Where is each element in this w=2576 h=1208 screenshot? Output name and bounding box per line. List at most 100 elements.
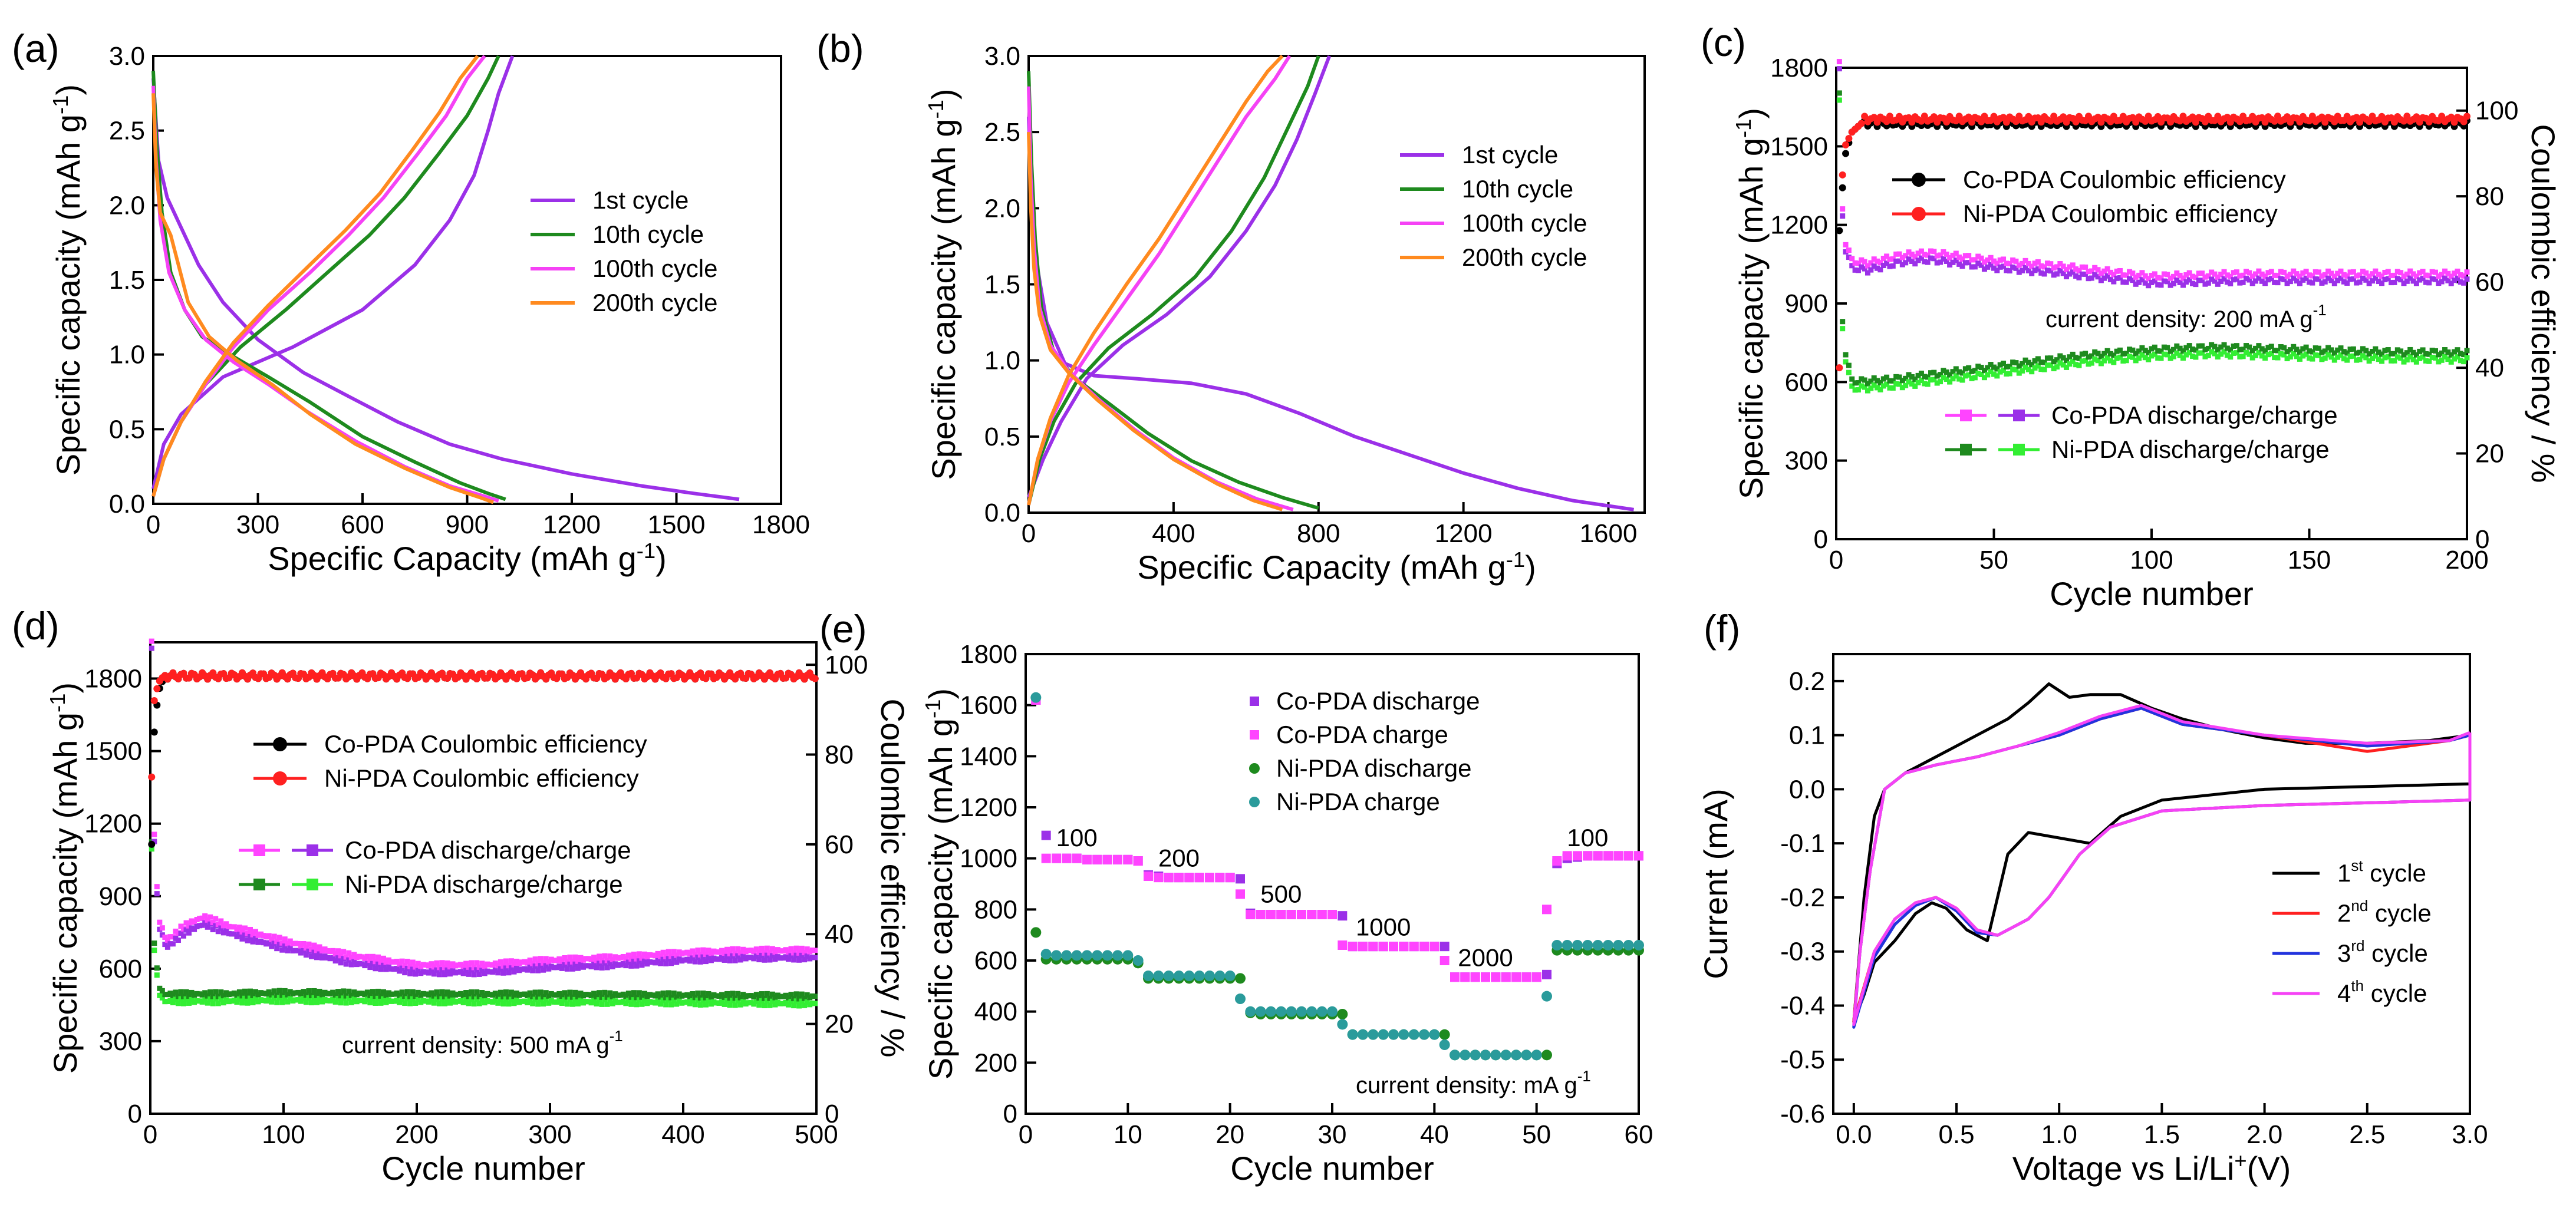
x-tick-label: 600	[341, 510, 384, 539]
capacity-marker-discharge	[261, 998, 266, 1004]
capacity-marker-charge	[2244, 343, 2249, 349]
rate-marker	[1378, 942, 1388, 952]
capacity-marker-discharge	[2423, 358, 2429, 364]
capacity-marker-discharge	[2240, 354, 2246, 359]
capacity-marker-charge	[466, 994, 472, 999]
capacity-marker-discharge	[2316, 276, 2322, 282]
capacity-marker-charge	[2146, 276, 2152, 282]
capacity-marker-discharge	[223, 928, 229, 934]
capacity-marker-discharge	[261, 940, 266, 946]
y-axis-label: Current (mA)	[1697, 788, 1734, 979]
capacity-marker-charge	[351, 989, 357, 995]
ce-marker	[2142, 117, 2149, 125]
capacity-marker-discharge	[2331, 357, 2337, 363]
capacity-marker-discharge	[1877, 387, 1883, 392]
capacity-marker-discharge	[386, 964, 392, 970]
capacity-marker-charge	[413, 993, 419, 999]
capacity-marker-discharge	[2307, 279, 2312, 285]
capacity-marker-discharge	[220, 1000, 226, 1006]
capacity-marker-charge	[703, 995, 709, 1001]
capacity-marker-discharge	[306, 995, 312, 1001]
capacity-marker-charge	[1887, 256, 1893, 262]
capacity-marker-charge	[2104, 348, 2110, 354]
rate-marker	[1439, 1029, 1450, 1040]
capacity-marker-discharge	[397, 999, 403, 1005]
capacity-marker-discharge	[482, 1000, 487, 1006]
capacity-marker-charge	[681, 950, 687, 956]
legend-label: 2nd cycle	[2337, 897, 2432, 927]
capacity-marker-charge	[2022, 357, 2028, 363]
capacity-marker-charge	[199, 915, 205, 921]
capacity-marker-discharge	[2325, 275, 2331, 281]
capacity-marker-discharge	[2215, 354, 2221, 360]
y-tick-label: 0.5	[109, 415, 145, 444]
y-tick-label: 1200	[960, 793, 1017, 822]
capacity-marker-discharge	[732, 958, 738, 963]
x-tick-label: 3.0	[2452, 1120, 2488, 1149]
capacity-marker-discharge	[2190, 354, 2196, 359]
capacity-marker-charge	[1950, 252, 1956, 258]
capacity-marker-discharge	[2394, 276, 2400, 282]
capacity-marker-discharge	[2139, 277, 2145, 283]
capacity-marker-charge	[559, 994, 565, 999]
capacity-marker-charge	[282, 936, 288, 942]
capacity-marker-discharge	[381, 962, 386, 968]
capacity-marker-charge	[269, 936, 275, 942]
capacity-marker-charge	[447, 993, 453, 999]
capacity-marker-discharge	[546, 966, 552, 972]
capacity-marker-charge	[2120, 272, 2126, 278]
capacity-marker-charge	[666, 990, 671, 996]
capacity-marker-charge	[1849, 256, 1855, 262]
y-tick-label: 2.0	[109, 191, 145, 220]
capacity-marker-charge	[2303, 268, 2309, 274]
capacity-marker-charge	[474, 989, 480, 995]
capacity-marker-discharge	[2186, 277, 2192, 283]
capacity-marker-charge	[1959, 370, 1965, 376]
capacity-marker-charge	[567, 954, 573, 960]
y-tick-label: 0.0	[109, 490, 145, 519]
capacity-marker-charge	[2366, 273, 2372, 279]
capacity-marker-discharge	[490, 999, 496, 1005]
capacity-marker-charge	[362, 992, 368, 998]
capacity-marker-charge	[2010, 257, 2016, 263]
capacity-marker-discharge	[2313, 352, 2318, 358]
series-line-charge	[1027, 55, 1292, 506]
y-tick-label: 1600	[960, 691, 1017, 720]
capacity-marker-discharge	[1928, 377, 1933, 383]
capacity-marker-discharge	[2436, 359, 2442, 365]
capacity-marker-discharge	[2183, 279, 2189, 285]
capacity-marker-charge	[2350, 346, 2356, 352]
capacity-marker-discharge	[604, 965, 610, 971]
capacity-marker-charge	[2038, 359, 2044, 365]
capacity-marker-discharge	[762, 957, 767, 963]
rate-label: 2000	[1458, 944, 1513, 972]
capacity-marker-charge	[338, 993, 344, 999]
capacity-marker-discharge	[2253, 352, 2259, 358]
ce-marker	[148, 773, 156, 781]
capacity-marker-charge	[2455, 347, 2460, 353]
capacity-marker-discharge	[357, 998, 363, 1004]
capacity-marker-discharge	[2146, 283, 2152, 289]
capacity-marker-discharge	[625, 998, 631, 1004]
capacity-marker-charge	[2458, 272, 2463, 278]
capacity-marker-discharge	[1903, 382, 1909, 388]
capacity-marker-charge	[628, 994, 634, 1000]
capacity-marker-charge	[2268, 344, 2274, 349]
capacity-marker-charge	[2265, 270, 2271, 276]
capacity-marker-charge	[1966, 253, 1972, 259]
capacity-marker-discharge	[274, 946, 280, 952]
capacity-marker-charge	[2423, 272, 2429, 278]
capacity-marker-discharge	[2060, 270, 2066, 276]
capacity-marker-charge	[2439, 272, 2445, 278]
capacity-marker-discharge	[2291, 275, 2297, 281]
capacity-marker-charge	[2246, 344, 2252, 350]
capacity-marker-charge	[2205, 345, 2211, 351]
capacity-marker-discharge	[2325, 352, 2331, 358]
capacity-marker-discharge	[1953, 373, 1959, 379]
capacity-marker-charge	[2442, 347, 2448, 353]
legend-label: Co-PDA discharge	[1276, 687, 1480, 715]
capacity-marker-discharge	[2139, 352, 2145, 358]
capacity-marker-charge	[546, 993, 552, 999]
capacity-marker-discharge	[2394, 354, 2400, 360]
capacity-marker-charge	[490, 992, 496, 998]
